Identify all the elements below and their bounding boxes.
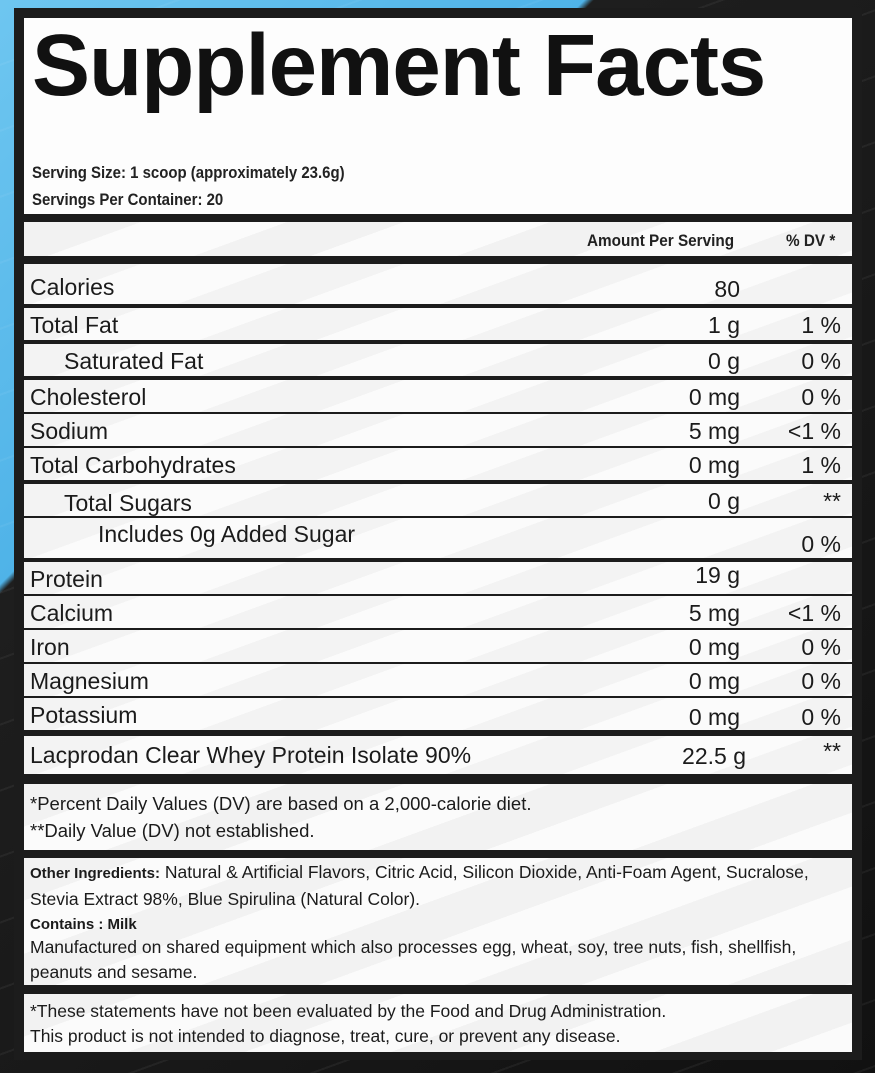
blend-name: Lacprodan Clear Whey Protein Isolate 90%: [30, 742, 472, 768]
other-ingredients-label: Other Ingredients:: [30, 865, 161, 882]
blend-amount: 22.5 g: [682, 743, 746, 769]
nutrient-name: Potassium: [30, 702, 138, 728]
nutrient-name: Cholesterol: [30, 384, 147, 410]
nutrient-amount: 0 mg: [688, 634, 740, 660]
nutrient-row-total-fat: Total Fat 1 g 1 %: [24, 308, 852, 340]
contains-allergen: Contains : Milk: [30, 911, 844, 938]
nutrient-row-magnesium: Magnesium 0 mg 0 %: [24, 664, 852, 696]
nutrient-amount: 0 mg: [688, 452, 740, 478]
column-header: Amount Per Serving % DV *: [24, 222, 852, 256]
nutrient-row-total-sugars: Total Sugars 0 g **: [24, 484, 852, 516]
nutrient-amount: 5 mg: [688, 418, 740, 444]
nutrient-row-added-sugar: Includes 0g Added Sugar 0 %: [24, 518, 852, 558]
other-ingredients: Other Ingredients: Natural & Artificial …: [30, 860, 844, 911]
nutrient-row-protein: Protein 19 g: [24, 562, 852, 594]
nutrient-name: Magnesium: [30, 668, 149, 694]
nutrient-dv: **: [823, 488, 841, 514]
nutrient-amount: 0 mg: [688, 384, 740, 410]
servings-per-container: Servings Per Container: 20: [32, 190, 224, 209]
nutrient-amount: 1 g: [708, 312, 740, 338]
nutrient-dv: <1 %: [787, 600, 841, 626]
contains-label: Contains : Milk: [30, 916, 137, 933]
nutrient-row-cholesterol: Cholesterol 0 mg 0 %: [24, 380, 852, 412]
serving-size: Serving Size: 1 scoop (approximately 23.…: [32, 163, 345, 182]
supplement-facts-label: Supplement Facts Serving Size: 1 scoop (…: [14, 8, 862, 1060]
page-title: Supplement Facts: [32, 17, 766, 114]
nutrient-name: Iron: [30, 634, 70, 660]
nutrient-name: Includes 0g Added Sugar: [98, 521, 356, 547]
nutrient-row-potassium: Potassium 0 mg 0 %: [24, 698, 852, 730]
nutrient-amount: 0 g: [708, 348, 740, 374]
amount-per-serving-header: Amount Per Serving: [587, 231, 735, 250]
disclaimer-panel: *These statements have not been evaluate…: [24, 994, 852, 1052]
footnotes-panel: *Percent Daily Values (DV) are based on …: [24, 784, 852, 850]
nutrient-name: Sodium: [30, 418, 108, 444]
disclaimer-line-2: This product is not intended to diagnose…: [30, 1026, 621, 1046]
nutrient-row-iron: Iron 0 mg 0 %: [24, 630, 852, 662]
nutrient-name: Total Carbohydrates: [30, 452, 236, 478]
nutrient-name: Calories: [30, 274, 115, 300]
nutrient-row-calories: Calories 80: [24, 264, 852, 304]
nutrient-row-sodium: Sodium 5 mg <1 %: [24, 414, 852, 446]
blend-row: Lacprodan Clear Whey Protein Isolate 90%…: [24, 736, 852, 774]
nutrient-name: Saturated Fat: [64, 348, 204, 374]
nutrient-dv: 1 %: [801, 452, 841, 478]
nutrient-amount: 0 g: [708, 488, 740, 514]
nutrient-name: Total Fat: [30, 312, 119, 338]
nutrient-row-total-carbohydrates: Total Carbohydrates 0 mg 1 %: [24, 448, 852, 480]
nutrient-name: Protein: [30, 566, 103, 592]
disclaimer-line-1: *These statements have not been evaluate…: [30, 1001, 667, 1021]
nutrient-dv: 0 %: [801, 348, 841, 374]
nutrient-amount: 5 mg: [688, 600, 740, 626]
nutrient-dv: 1 %: [801, 312, 841, 338]
footnote-not-established: **Daily Value (DV) not established.: [30, 820, 315, 841]
title-panel: Supplement Facts Serving Size: 1 scoop (…: [24, 18, 852, 214]
nutrient-dv: 0 %: [801, 704, 841, 730]
nutrient-dv: 0 %: [801, 531, 841, 557]
dv-header: % DV *: [786, 231, 836, 250]
manufactured-statement: Manufactured on shared equipment which a…: [30, 937, 797, 982]
nutrient-name: Calcium: [30, 600, 114, 626]
nutrient-row-calcium: Calcium 5 mg <1 %: [24, 596, 852, 628]
nutrient-dv: 0 %: [801, 634, 841, 660]
nutrient-dv: 0 %: [801, 668, 841, 694]
nutrient-dv: 0 %: [801, 384, 841, 410]
other-ingredients-text: Natural & Artificial Flavors, Citric Aci…: [30, 862, 809, 909]
nutrient-dv: <1 %: [787, 418, 841, 444]
blend-dv: **: [823, 738, 841, 764]
nutrient-amount: 0 mg: [688, 704, 740, 730]
ingredients-panel: Other Ingredients: Natural & Artificial …: [24, 858, 852, 985]
nutrient-row-saturated-fat: Saturated Fat 0 g 0 %: [24, 344, 852, 376]
nutrient-name: Total Sugars: [64, 490, 192, 516]
nutrient-amount: 0 mg: [688, 668, 740, 694]
nutrient-amount: 80: [714, 276, 740, 302]
footnote-dv: *Percent Daily Values (DV) are based on …: [30, 793, 532, 814]
nutrient-amount: 19 g: [695, 562, 740, 588]
